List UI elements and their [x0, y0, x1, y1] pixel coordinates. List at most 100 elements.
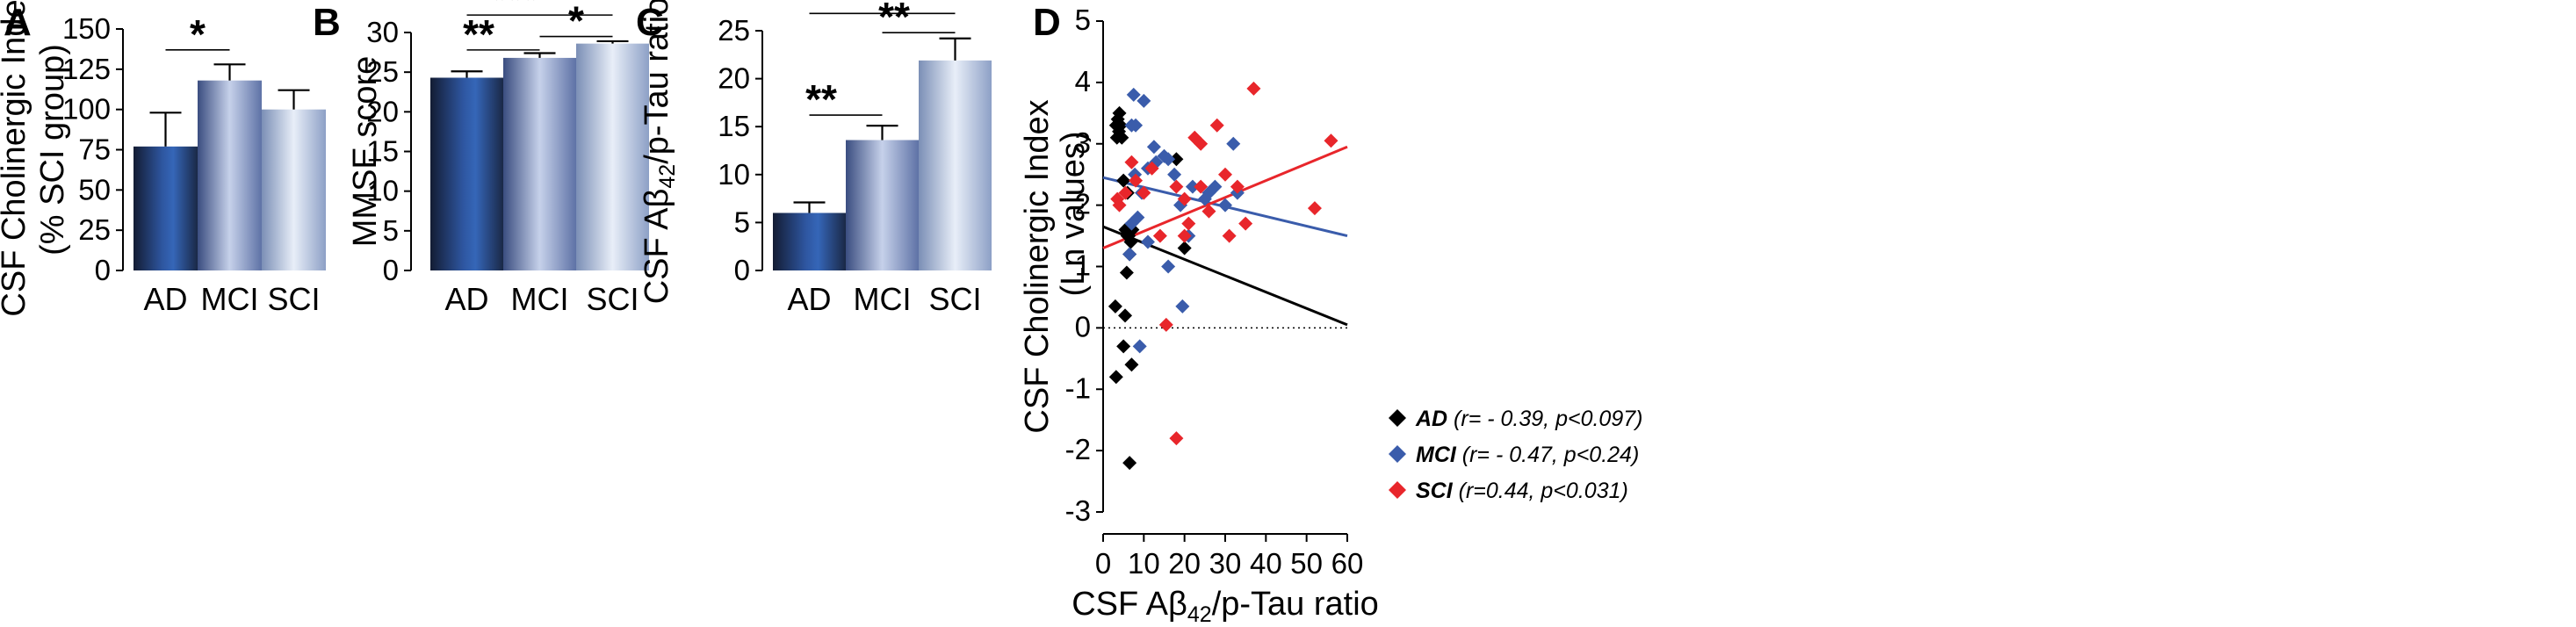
point-ad [1119, 265, 1134, 280]
point-sci [1177, 191, 1192, 206]
point-sci [1118, 185, 1133, 200]
y-tick-label: 50 [78, 173, 111, 205]
point-ad [1122, 456, 1137, 471]
x-tick-label: 50 [1290, 547, 1323, 580]
point-sci [1129, 173, 1144, 188]
point-mci [1126, 87, 1141, 102]
y-tick-label: 20 [718, 62, 750, 95]
bar-sci [576, 43, 649, 270]
panel-letter-a: A [4, 1, 32, 44]
significance-stars: * [568, 0, 584, 44]
x-axis-label: CSF Aβ42/p-Tau ratio [1072, 586, 1379, 627]
point-sci [1144, 161, 1159, 176]
category-label: AD [444, 281, 488, 317]
y-tick-label: 15 [718, 110, 750, 142]
y-tick-label: 10 [718, 158, 750, 191]
point-ad [1108, 370, 1123, 385]
legend-entry-mci: MCI (r= - 0.47, p<0.24) [1416, 443, 1639, 467]
y-axis-label-part: CSF Aβ [639, 189, 675, 305]
y-tick-label: 10 [366, 175, 399, 207]
point-sci [1177, 228, 1192, 243]
point-sci [1218, 167, 1232, 182]
point-mci [1161, 152, 1176, 167]
category-label: SCI [586, 281, 639, 317]
y-tick-label: 0 [1075, 310, 1091, 342]
y-tick-label: 0 [95, 254, 111, 286]
y-tick-label: 0 [383, 254, 399, 286]
x-axis-label-subscript: 42 [1187, 602, 1212, 627]
y-tick-label: -1 [1065, 371, 1091, 404]
point-mci [1132, 339, 1147, 354]
y-axis-label: CSF Aβ42/p-Tau ratio [639, 0, 680, 304]
point-mci [1136, 93, 1151, 108]
y-tick-label: -2 [1065, 433, 1091, 465]
significance-stars: ** [805, 76, 837, 122]
regression-line-sci [1102, 145, 1348, 249]
y-tick-label: 4 [1075, 65, 1091, 97]
point-sci [1152, 228, 1167, 243]
point-sci [1136, 185, 1151, 200]
x-tick-label: 0 [1095, 547, 1111, 580]
category-label: SCI [267, 281, 320, 317]
x-tick-label: 40 [1250, 547, 1282, 580]
x-tick-label: 20 [1168, 547, 1201, 580]
panel-a: A 0 25 50 75 100 125 150 CSF Cholinergic Index(%… [0, 0, 326, 317]
y-tick-label: 125 [62, 53, 111, 85]
category-label: MCI [201, 281, 259, 317]
y-tick-label: 2 [1075, 188, 1091, 220]
y-tick-label: 75 [78, 133, 111, 166]
point-sci [1230, 179, 1245, 194]
regression-line-ad [1102, 225, 1348, 327]
legend-series-name: AD [1415, 407, 1447, 431]
significance-stars: ** [463, 11, 494, 57]
x-tick-label: 30 [1209, 547, 1242, 580]
legend-marker-ad [1389, 409, 1406, 427]
significance-stars: *** [492, 0, 539, 22]
point-mci [1146, 140, 1161, 155]
y-tick-label: 15 [366, 135, 399, 168]
y-axis-label-part: /p-Tau ratio [639, 0, 675, 164]
category-label: MCI [854, 281, 912, 317]
y-tick-label: 3 [1075, 126, 1091, 159]
point-ad [1112, 105, 1127, 120]
bar-ad [430, 77, 503, 271]
point-mci [1124, 216, 1139, 231]
bar-ad [133, 146, 198, 270]
point-mci [1208, 179, 1223, 194]
point-sci [1194, 179, 1209, 194]
point-mci [1122, 247, 1137, 262]
y-tick-label: 25 [718, 14, 750, 47]
point-sci [1169, 431, 1184, 446]
legend-marker-sci [1389, 481, 1406, 499]
point-sci [1194, 136, 1209, 151]
y-tick-label: 150 [62, 12, 111, 45]
legend-entry-ad: AD (r= - 0.39, p<0.097) [1415, 407, 1642, 431]
y-tick-label: 30 [366, 16, 399, 48]
point-sci [1181, 216, 1196, 231]
y-tick-label: 1 [1075, 249, 1091, 282]
y-tick-label: 20 [366, 95, 399, 127]
y-tick-label: 5 [1075, 4, 1091, 36]
legend-marker-mci [1389, 445, 1406, 463]
x-axis-label-part: CSF Aβ [1072, 586, 1187, 623]
panel-d: D -3 -2 -1 0 1 2 3 4 5 CSF Cholinergic Index (Ln va… [1019, 1, 1642, 627]
point-sci [1246, 81, 1261, 96]
point-sci [1112, 198, 1127, 213]
significance-stars: ** [878, 0, 910, 40]
point-sci [1158, 317, 1173, 332]
legend-entry-sci: SCI (r=0.44, p<0.031) [1416, 479, 1628, 503]
panel-letter-c: C [636, 1, 664, 44]
point-mci [1124, 118, 1139, 133]
y-tick-label: 0 [734, 254, 750, 286]
point-mci [1140, 234, 1155, 249]
bar-mci [846, 140, 919, 270]
category-label: AD [787, 281, 831, 317]
bar-ad [773, 213, 846, 270]
category-label: AD [143, 281, 187, 317]
y-tick-label: -3 [1065, 494, 1091, 527]
significance-stars: *** [834, 0, 882, 20]
y-axis-label-subscript: 42 [655, 164, 680, 189]
panel-letter-b: B [313, 1, 341, 44]
